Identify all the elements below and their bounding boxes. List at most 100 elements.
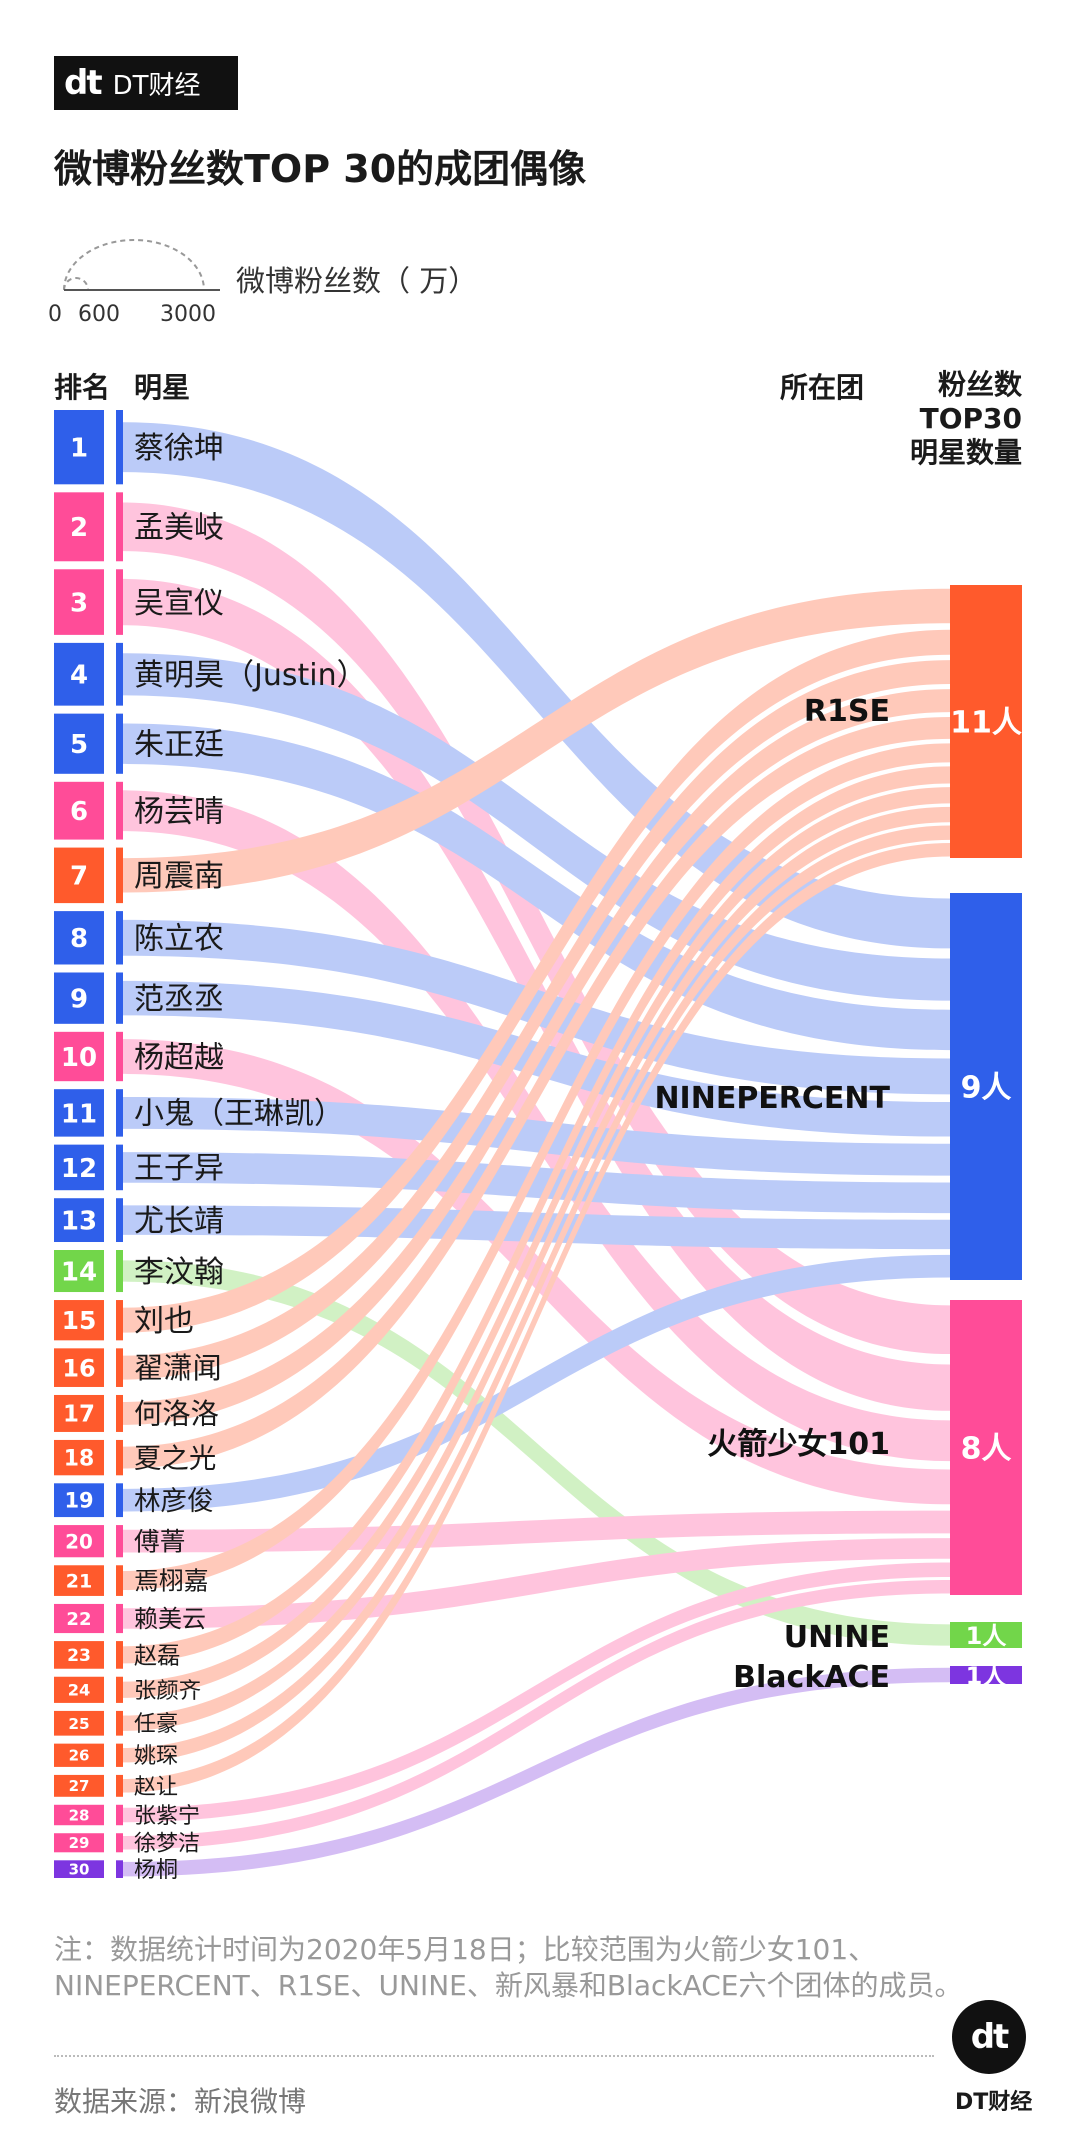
flow-layer — [122, 422, 950, 1877]
star-name: 刘也 — [134, 1304, 194, 1339]
rank-number: 24 — [68, 1681, 91, 1700]
rank-box — [54, 1565, 104, 1596]
rank-bar — [116, 1439, 123, 1476]
rank-bar — [116, 713, 123, 774]
rank-number: 11 — [61, 1099, 97, 1129]
star-name: 任豪 — [134, 1712, 178, 1737]
rank-bar — [116, 1804, 123, 1826]
rank-number: 13 — [61, 1206, 97, 1236]
star-name: 杨芸晴 — [134, 794, 224, 829]
star-name: 赵让 — [134, 1775, 178, 1800]
group-name-label: 火箭少女101 — [707, 1427, 890, 1462]
group-count-label: 1人 — [966, 1662, 1007, 1690]
star-name: 张颜齐 — [134, 1678, 201, 1704]
group-bar — [950, 1622, 1022, 1648]
rank-bar — [116, 847, 123, 904]
rank-bar — [116, 1641, 123, 1669]
rank-bar — [116, 642, 123, 706]
star-name: 黄明昊（Justin） — [134, 658, 367, 693]
star-name: 蔡徐坤 — [134, 431, 224, 466]
rank-box — [54, 713, 104, 774]
sankey-flow — [122, 1039, 950, 1505]
sankey-flow — [122, 723, 950, 1051]
sankey-flow — [122, 1510, 950, 1553]
rank-box — [54, 1144, 104, 1191]
rank-number: 20 — [65, 1529, 93, 1553]
rank-bar — [116, 492, 123, 562]
brand-mark: dt — [64, 63, 103, 103]
sankey-flow — [122, 1538, 950, 1629]
rank-bar — [116, 1710, 123, 1736]
sankey-flow — [122, 1562, 950, 1823]
size-legend-icon — [63, 239, 220, 291]
rank-box — [54, 1300, 104, 1341]
rank-number: 7 — [70, 862, 88, 892]
star-name: 李汶翰 — [134, 1255, 224, 1290]
group-bar — [950, 585, 1022, 858]
sankey-flow — [122, 806, 950, 1731]
rank-bar — [116, 1525, 123, 1558]
rank-box — [54, 1833, 104, 1853]
header-group: 所在团 — [780, 371, 865, 404]
rank-number: 28 — [69, 1806, 90, 1824]
rank-box — [54, 1804, 104, 1826]
size-legend-label: 微博粉丝数（ 万） — [236, 264, 478, 298]
sankey-flow — [122, 502, 950, 1355]
rank-number: 21 — [66, 1570, 92, 1592]
rank-box — [54, 1603, 104, 1634]
rank-bar — [116, 1833, 123, 1853]
group-name-label: UNINE — [784, 1620, 890, 1655]
rank-box — [54, 847, 104, 904]
star-name: 赖美云 — [134, 1605, 206, 1633]
sankey-flow — [122, 1205, 950, 1250]
sankey-flow — [122, 980, 950, 1137]
sankey-flow — [122, 653, 950, 1001]
header-rank: 排名 — [54, 371, 111, 404]
rank-bar — [116, 1031, 123, 1082]
rank-bar — [116, 1089, 123, 1137]
group-count-label: 9人 — [961, 1071, 1012, 1106]
rank-box — [54, 492, 104, 562]
star-name: 范丞丞 — [134, 982, 224, 1017]
rank-bar — [116, 1394, 123, 1432]
star-name: 徐梦洁 — [134, 1832, 200, 1857]
sankey-flow — [122, 1580, 950, 1850]
rank-number: 27 — [69, 1777, 90, 1795]
rank-number: 8 — [70, 924, 88, 954]
header-count: 粉丝数 TOP30 明星数量 — [910, 368, 1022, 470]
star-name: 王子异 — [134, 1151, 224, 1186]
rank-bar — [116, 1565, 123, 1596]
sankey-flow — [122, 422, 950, 949]
rank-number: 26 — [69, 1747, 90, 1765]
group-count-label: 1人 — [966, 1622, 1007, 1650]
footer-logo-text: DT财经 — [955, 2090, 1033, 2115]
rank-bar — [116, 1860, 123, 1878]
group-name-label: BlackACE — [733, 1660, 890, 1695]
rank-box — [54, 1860, 104, 1878]
rank-box — [54, 1676, 104, 1703]
rank-bar — [116, 1250, 123, 1293]
sankey-flow — [122, 825, 950, 1763]
rank-bar — [116, 1483, 123, 1518]
sankey-flow — [122, 1152, 950, 1214]
size-legend-tick: 600 — [78, 302, 120, 327]
sankey-flow — [122, 716, 950, 1469]
sankey-chart: 1 蔡徐坤 2 孟美岐 3 吴宣仪 4 黄明昊（Justin） 5 朱正廷 6 杨芸晴 7 周震南 8 陈立农… — [54, 410, 1022, 1883]
rank-box — [54, 781, 104, 840]
sankey-flow — [122, 787, 950, 1698]
rank-number: 15 — [62, 1306, 97, 1335]
rank-box — [54, 1439, 104, 1476]
sankey-flow — [122, 588, 950, 893]
rank-box — [54, 569, 104, 635]
rank-bar — [116, 911, 123, 965]
rank-number: 19 — [64, 1489, 93, 1513]
sankey-flow — [122, 578, 950, 1411]
star-name: 吴宣仪 — [134, 586, 224, 621]
rank-bar — [116, 1743, 123, 1767]
rank-box — [54, 911, 104, 965]
rank-box — [54, 1089, 104, 1137]
group-bar — [950, 1300, 1022, 1595]
star-name: 林彦俊 — [134, 1486, 214, 1517]
rank-bar — [116, 1348, 123, 1387]
sankey-flow — [122, 1254, 950, 1512]
